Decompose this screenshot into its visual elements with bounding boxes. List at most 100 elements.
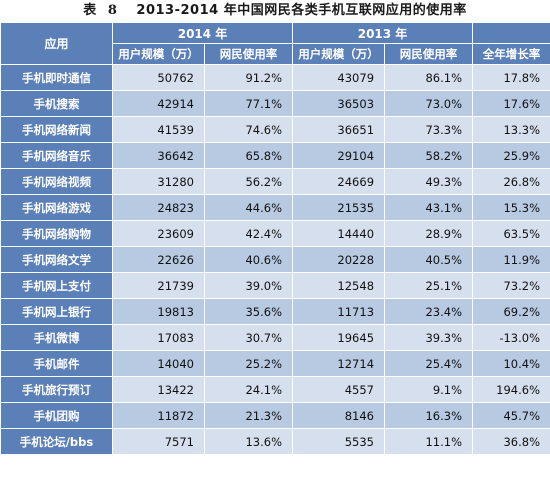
cell-app: 手机网络音乐 bbox=[0, 142, 113, 169]
cell-users-2013: 8146 bbox=[292, 402, 386, 429]
table-row: 手机网络游戏 24823 44.6% 21535 43.1% 15.3% bbox=[0, 194, 550, 221]
cell-users-2013: 43079 bbox=[292, 64, 386, 91]
table-row: 手机网络文学 22626 40.6% 20228 40.5% 11.9% bbox=[0, 246, 550, 273]
cell-rate-2014: 42.4% bbox=[203, 220, 294, 247]
cell-users-2014: 19813 bbox=[112, 298, 205, 325]
cell-users-2014: 13422 bbox=[112, 376, 205, 403]
cell-users-2014: 22626 bbox=[112, 246, 205, 273]
cell-app: 手机网上支付 bbox=[0, 272, 113, 299]
cell-users-2013: 12714 bbox=[292, 350, 386, 377]
header-users-2013: 用户规模（万） bbox=[292, 43, 386, 65]
cell-users-2013: 36503 bbox=[292, 90, 386, 117]
cell-users-2014: 50762 bbox=[112, 64, 205, 91]
cell-users-2014: 23609 bbox=[112, 220, 205, 247]
cell-rate-2014: 25.2% bbox=[203, 350, 294, 377]
cell-growth: 194.6% bbox=[472, 376, 550, 403]
cell-growth: 26.8% bbox=[472, 168, 550, 195]
cell-rate-2014: 35.6% bbox=[203, 298, 294, 325]
cell-rate-2013: 86.1% bbox=[384, 64, 474, 91]
cell-rate-2013: 73.0% bbox=[384, 90, 474, 117]
cell-growth: 73.2% bbox=[472, 272, 550, 299]
table-body: 手机即时通信 50762 91.2% 43079 86.1% 17.8% 手机搜索 42914… bbox=[0, 64, 550, 455]
cell-users-2014: 24823 bbox=[112, 194, 205, 221]
cell-rate-2013: 23.4% bbox=[384, 298, 474, 325]
table-row: 手机网络购物 23609 42.4% 14440 28.9% 63.5% bbox=[0, 220, 550, 247]
cell-users-2013: 12548 bbox=[292, 272, 386, 299]
cell-app: 手机旅行预订 bbox=[0, 376, 113, 403]
header-users-2014: 用户规模（万） bbox=[112, 43, 205, 65]
cell-users-2013: 4557 bbox=[292, 376, 386, 403]
table-row: 手机搜索 42914 77.1% 36503 73.0% 17.6% bbox=[0, 90, 550, 117]
cell-app: 手机网络视频 bbox=[0, 168, 113, 195]
cell-rate-2013: 73.3% bbox=[384, 116, 474, 143]
cell-growth: 15.3% bbox=[472, 194, 550, 221]
cell-rate-2014: 77.1% bbox=[203, 90, 294, 117]
table-caption: 表 8 2013-2014 年中国网民各类手机互联网应用的使用率 bbox=[0, 0, 550, 22]
table-row: 手机论坛/bbs 7571 13.6% 5535 11.1% 36.8% bbox=[0, 428, 550, 455]
header-rate-2013: 网民使用率 bbox=[384, 43, 474, 65]
cell-growth: 10.4% bbox=[472, 350, 550, 377]
cell-rate-2014: 65.8% bbox=[203, 142, 294, 169]
cell-growth: 13.3% bbox=[472, 116, 550, 143]
cell-app: 手机网络购物 bbox=[0, 220, 113, 247]
cell-rate-2014: 24.1% bbox=[203, 376, 294, 403]
cell-users-2013: 11713 bbox=[292, 298, 386, 325]
header-growth: 全年增长率 bbox=[472, 43, 550, 65]
cell-app: 手机邮件 bbox=[0, 350, 113, 377]
cell-app: 手机微博 bbox=[0, 324, 113, 351]
cell-rate-2013: 39.3% bbox=[384, 324, 474, 351]
table-row: 手机旅行预订 13422 24.1% 4557 9.1% 194.6% bbox=[0, 376, 550, 403]
cell-users-2014: 31280 bbox=[112, 168, 205, 195]
cell-rate-2013: 11.1% bbox=[384, 428, 474, 455]
cell-app: 手机搜索 bbox=[0, 90, 113, 117]
table-row: 手机网络音乐 36642 65.8% 29104 58.2% 25.9% bbox=[0, 142, 550, 169]
cell-app: 手机网上银行 bbox=[0, 298, 113, 325]
cell-rate-2014: 44.6% bbox=[203, 194, 294, 221]
table-row: 手机网上支付 21739 39.0% 12548 25.1% 73.2% bbox=[0, 272, 550, 299]
cell-app: 手机即时通信 bbox=[0, 64, 113, 91]
cell-users-2014: 7571 bbox=[112, 428, 205, 455]
cell-users-2013: 36651 bbox=[292, 116, 386, 143]
cell-users-2013: 5535 bbox=[292, 428, 386, 455]
cell-growth: 11.9% bbox=[472, 246, 550, 273]
cell-rate-2014: 74.6% bbox=[203, 116, 294, 143]
table-row: 手机邮件 14040 25.2% 12714 25.4% 10.4% bbox=[0, 350, 550, 377]
cell-growth: -13.0% bbox=[472, 324, 550, 351]
cell-rate-2013: 16.3% bbox=[384, 402, 474, 429]
table-row: 手机网络视频 31280 56.2% 24669 49.3% 26.8% bbox=[0, 168, 550, 195]
table-row: 手机即时通信 50762 91.2% 43079 86.1% 17.8% bbox=[0, 64, 550, 91]
cell-users-2013: 19645 bbox=[292, 324, 386, 351]
cell-rate-2013: 28.9% bbox=[384, 220, 474, 247]
caption-number: 8 bbox=[107, 3, 118, 18]
cell-app: 手机网络游戏 bbox=[0, 194, 113, 221]
header-year-2014: 2014 年 bbox=[111, 22, 294, 44]
caption-title: 2013-2014 年中国网民各类手机互联网应用的使用率 bbox=[136, 3, 467, 18]
cell-users-2013: 29104 bbox=[292, 142, 386, 169]
cell-growth: 63.5% bbox=[472, 220, 550, 247]
cell-users-2014: 36642 bbox=[112, 142, 205, 169]
table-row: 手机网上银行 19813 35.6% 11713 23.4% 69.2% bbox=[0, 298, 550, 325]
cell-growth: 17.8% bbox=[472, 64, 550, 91]
cell-users-2014: 42914 bbox=[112, 90, 205, 117]
cell-rate-2013: 58.2% bbox=[384, 142, 474, 169]
cell-users-2013: 21535 bbox=[292, 194, 386, 221]
cell-users-2014: 11872 bbox=[112, 402, 205, 429]
cell-users-2014: 21739 bbox=[112, 272, 205, 299]
cell-rate-2013: 40.5% bbox=[384, 246, 474, 273]
cell-rate-2013: 25.4% bbox=[384, 350, 474, 377]
usage-table: 应用 2014 年 2013 年 用户规模（万） 网民使用率 用户规模（万） 网… bbox=[0, 22, 550, 455]
caption-prefix: 表 bbox=[83, 3, 97, 18]
cell-app: 手机网络新闻 bbox=[0, 116, 113, 143]
cell-users-2014: 14040 bbox=[112, 350, 205, 377]
table-row: 手机团购 11872 21.3% 8146 16.3% 45.7% bbox=[0, 402, 550, 429]
cell-rate-2014: 40.6% bbox=[203, 246, 294, 273]
cell-rate-2014: 13.6% bbox=[203, 428, 294, 455]
cell-growth: 17.6% bbox=[472, 90, 550, 117]
cell-growth: 25.9% bbox=[472, 142, 550, 169]
cell-rate-2014: 39.0% bbox=[203, 272, 294, 299]
cell-rate-2013: 9.1% bbox=[384, 376, 474, 403]
header-year-2013: 2013 年 bbox=[292, 22, 474, 44]
table-row: 手机网络新闻 41539 74.6% 36651 73.3% 13.3% bbox=[0, 116, 550, 143]
cell-app: 手机团购 bbox=[0, 402, 113, 429]
table-row: 手机微博 17083 30.7% 19645 39.3% -13.0% bbox=[0, 324, 550, 351]
